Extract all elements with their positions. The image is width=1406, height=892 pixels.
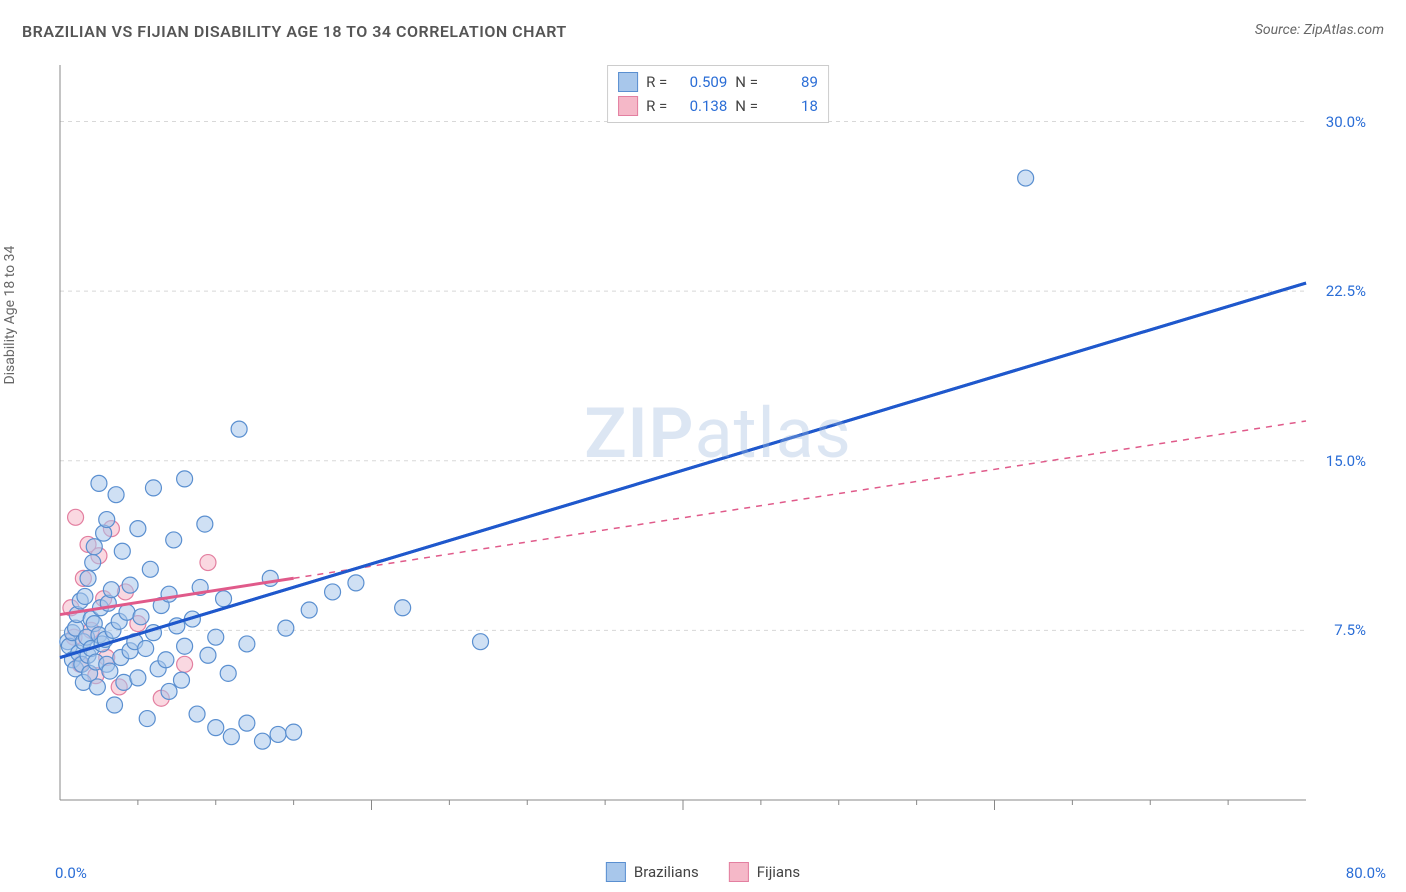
r-value-brazilians: 0.509 <box>675 70 727 94</box>
swatch-brazilians <box>618 72 638 92</box>
n-value-brazilians: 89 <box>766 70 818 94</box>
y-tick-label: 22.5% <box>1326 282 1366 300</box>
n-value-fijians: 18 <box>766 94 818 118</box>
y-tick-label: 7.5% <box>1334 621 1366 639</box>
swatch-fijians-bottom <box>729 862 749 882</box>
correlation-legend: R = 0.509 N = 89 R = 0.138 N = 18 <box>607 65 829 123</box>
r-label: R = <box>646 94 667 118</box>
legend-item-fijians: Fijians <box>729 862 800 882</box>
x-axis-min-label: 0.0% <box>55 864 87 882</box>
legend-label-brazilians: Brazilians <box>634 863 699 881</box>
legend-row-fijians: R = 0.138 N = 18 <box>618 94 818 118</box>
r-value-fijians: 0.138 <box>675 94 727 118</box>
chart-svg <box>50 60 1386 840</box>
r-label: R = <box>646 70 667 94</box>
series-legend: Brazilians Fijians <box>606 862 800 882</box>
legend-row-brazilians: R = 0.509 N = 89 <box>618 70 818 94</box>
source-attribution: Source: ZipAtlas.com <box>1255 22 1384 38</box>
n-label: N = <box>735 94 758 118</box>
legend-item-brazilians: Brazilians <box>606 862 699 882</box>
x-axis-max-label: 80.0% <box>1346 864 1386 882</box>
chart-title: BRAZILIAN VS FIJIAN DISABILITY AGE 18 TO… <box>22 22 567 41</box>
y-tick-label: 30.0% <box>1326 113 1366 131</box>
swatch-brazilians-bottom <box>606 862 626 882</box>
legend-label-fijians: Fijians <box>757 863 800 881</box>
chart-plot-area: ZIPatlas R = 0.509 N = 89 R = 0.138 N = … <box>50 60 1386 840</box>
swatch-fijians <box>618 96 638 116</box>
y-tick-label: 15.0% <box>1326 452 1366 470</box>
n-label: N = <box>735 70 758 94</box>
y-axis-label: Disability Age 18 to 34 <box>2 246 18 385</box>
